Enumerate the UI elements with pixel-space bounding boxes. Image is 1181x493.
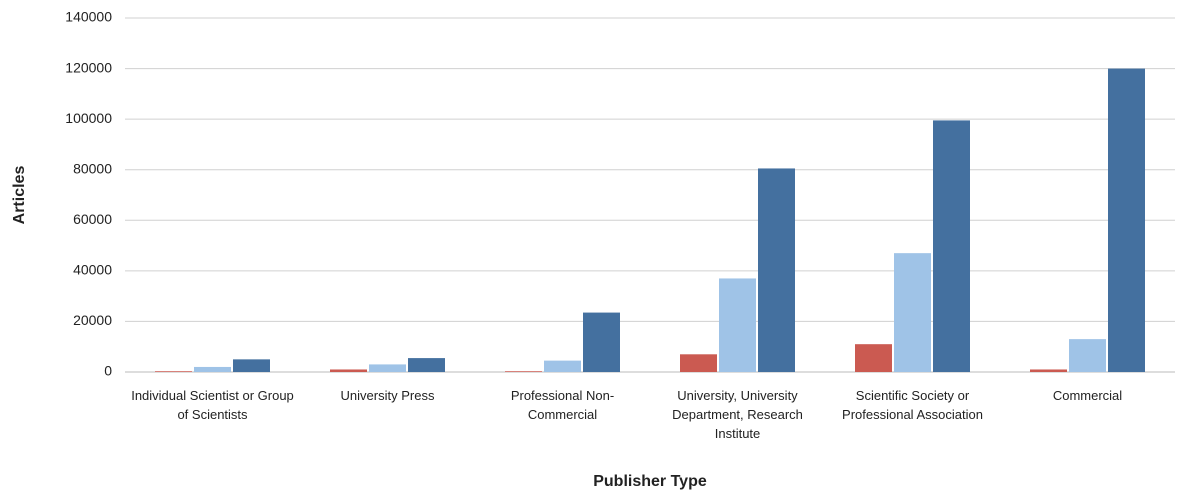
bar <box>330 369 367 372</box>
bar <box>233 359 270 372</box>
x-tick-label: Professional Non-Commercial <box>510 388 615 422</box>
bar <box>583 312 620 372</box>
bar <box>680 354 717 372</box>
y-tick-label: 20000 <box>73 312 112 328</box>
bar <box>369 364 406 372</box>
bar <box>194 366 231 372</box>
y-axis-title: Articles <box>11 166 28 225</box>
bar <box>894 253 931 372</box>
bar <box>855 344 892 372</box>
x-tick-label: Individual Scientist or Group of Scienti… <box>131 388 294 422</box>
x-tick-label: University Press <box>340 388 435 403</box>
bar <box>544 360 581 372</box>
y-tick-label: 60000 <box>73 211 112 227</box>
bar <box>758 168 795 372</box>
bar <box>933 120 970 373</box>
bar <box>1069 339 1106 372</box>
y-tick-label: 120000 <box>65 59 112 75</box>
y-tick-label: 40000 <box>73 262 112 278</box>
bar <box>505 371 542 372</box>
bar <box>719 278 756 372</box>
x-tick-label: University, University Department, Resea… <box>672 388 803 441</box>
x-axis-title: Publisher Type <box>593 473 707 490</box>
y-tick-label: 100000 <box>65 110 112 126</box>
y-tick-label: 140000 <box>65 9 112 25</box>
bar <box>1030 369 1067 372</box>
bar <box>155 371 192 372</box>
y-tick-label: 0 <box>104 363 112 379</box>
x-tick-label: Commercial <box>1052 388 1123 403</box>
y-tick-label: 80000 <box>73 160 112 176</box>
x-tick-label: Scientific Society or Professional Assoc… <box>842 388 983 422</box>
bar <box>1108 68 1145 373</box>
bar <box>408 358 445 372</box>
